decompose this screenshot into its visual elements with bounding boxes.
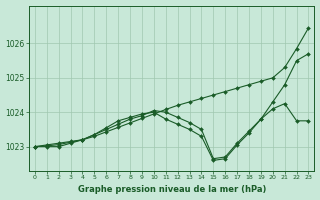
- X-axis label: Graphe pression niveau de la mer (hPa): Graphe pression niveau de la mer (hPa): [77, 185, 266, 194]
